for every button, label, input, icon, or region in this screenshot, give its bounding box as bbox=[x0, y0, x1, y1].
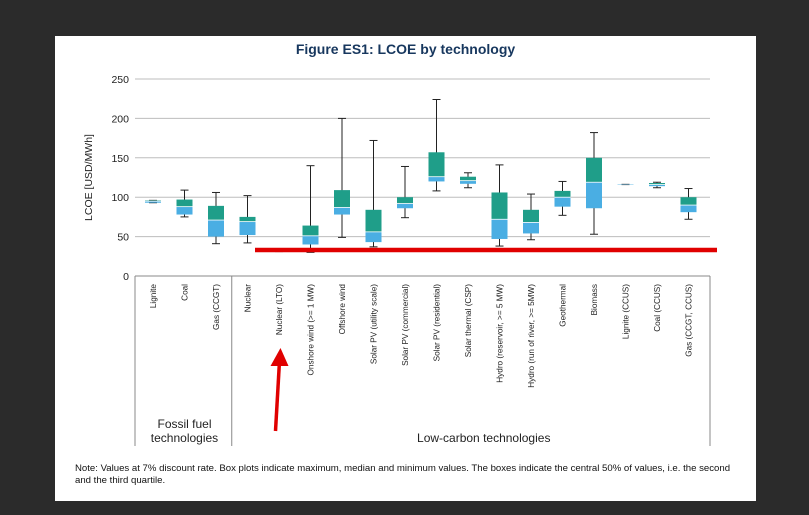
category-label: Onshore wind (>= 1 MW) bbox=[307, 284, 316, 376]
box-upper-quartile bbox=[302, 225, 319, 236]
box-upper-quartile bbox=[428, 152, 445, 177]
box-lower-quartile bbox=[239, 221, 256, 236]
box-lower-quartile bbox=[302, 235, 319, 245]
box-lower-quartile bbox=[586, 182, 602, 209]
arrow-shaft bbox=[273, 360, 282, 432]
box-lower-quartile bbox=[145, 201, 161, 203]
y-tick-label: 250 bbox=[111, 74, 129, 86]
lcoe-box-plot: 0 50 100 150 200 250 LCOE [USD/MWh] Lignite Coal… bbox=[83, 74, 717, 446]
category-label: Offshore wind bbox=[338, 284, 347, 335]
box-lower-quartile bbox=[523, 222, 539, 234]
category-label: Coal bbox=[181, 284, 190, 301]
category-label: Lignite (CCUS) bbox=[622, 284, 631, 339]
box-upper-quartile bbox=[523, 209, 539, 223]
box-lower-quartile bbox=[554, 197, 571, 207]
y-axis-label: LCOE [USD/MWh] bbox=[83, 134, 95, 221]
group-label: Low-carbon technologies bbox=[417, 431, 550, 445]
box-upper-quartile bbox=[491, 192, 508, 220]
box-lower-quartile bbox=[428, 176, 445, 182]
box-upper-quartile bbox=[554, 190, 571, 198]
box-lower-quartile bbox=[397, 203, 413, 209]
category-label: Hydro (run of river, >= 5MW) bbox=[527, 284, 536, 388]
y-tick-label: 150 bbox=[111, 153, 129, 165]
y-tick-label: 0 bbox=[123, 271, 129, 283]
category-label: Gas (CCGT) bbox=[212, 284, 221, 330]
box-upper-quartile bbox=[208, 205, 224, 221]
box-lower-quartile bbox=[460, 180, 476, 184]
box-lower-quartile bbox=[208, 220, 224, 237]
box-upper-quartile bbox=[397, 197, 413, 204]
category-label: Biomass bbox=[590, 284, 599, 315]
figure-card: Figure ES1: LCOE by technology 0 50 100 150… bbox=[55, 36, 756, 501]
y-tick-label: 200 bbox=[111, 113, 129, 125]
box-upper-quartile bbox=[586, 157, 602, 183]
y-tick-label: 50 bbox=[117, 232, 129, 244]
y-tick-label: 100 bbox=[111, 192, 129, 204]
box-upper-quartile bbox=[334, 190, 350, 208]
box-upper-quartile bbox=[460, 176, 476, 181]
box-upper-quartile bbox=[239, 216, 256, 222]
box-upper-quartile bbox=[649, 183, 665, 185]
category-label: Solar PV (commercial) bbox=[401, 284, 410, 366]
box-upper-quartile bbox=[365, 209, 382, 232]
category-label: Nuclear bbox=[244, 284, 253, 312]
box-upper-quartile bbox=[680, 197, 697, 206]
figure-note: Note: Values at 7% discount rate. Box pl… bbox=[75, 463, 731, 486]
category-label: Lignite bbox=[149, 284, 158, 309]
box-lower-quartile bbox=[649, 184, 665, 187]
group-label: technologies bbox=[151, 431, 218, 445]
group-label: Fossil fuel bbox=[157, 417, 211, 431]
box-lower-quartile bbox=[334, 207, 350, 215]
box-upper-quartile bbox=[176, 199, 193, 207]
category-label: Geothermal bbox=[559, 284, 568, 327]
box-lower-quartile bbox=[491, 219, 508, 239]
box-lower-quartile bbox=[176, 206, 193, 215]
arrow-head bbox=[270, 348, 289, 366]
category-label: Solar PV (residential) bbox=[433, 284, 442, 362]
category-label: Solar thermal (CSP) bbox=[464, 284, 473, 358]
category-label: Gas (CCGT, CCUS) bbox=[685, 284, 694, 357]
category-label: Coal (CCUS) bbox=[653, 284, 662, 332]
chart-title: Figure ES1: LCOE by technology bbox=[295, 41, 516, 57]
category-label: Hydro (reservoir, >= 5 MW) bbox=[496, 284, 505, 383]
box-lower-quartile bbox=[365, 231, 382, 243]
box-lower-quartile bbox=[680, 205, 697, 213]
category-label: Solar PV (utility scale) bbox=[370, 284, 379, 364]
category-label: Nuclear (LTO) bbox=[275, 284, 284, 335]
